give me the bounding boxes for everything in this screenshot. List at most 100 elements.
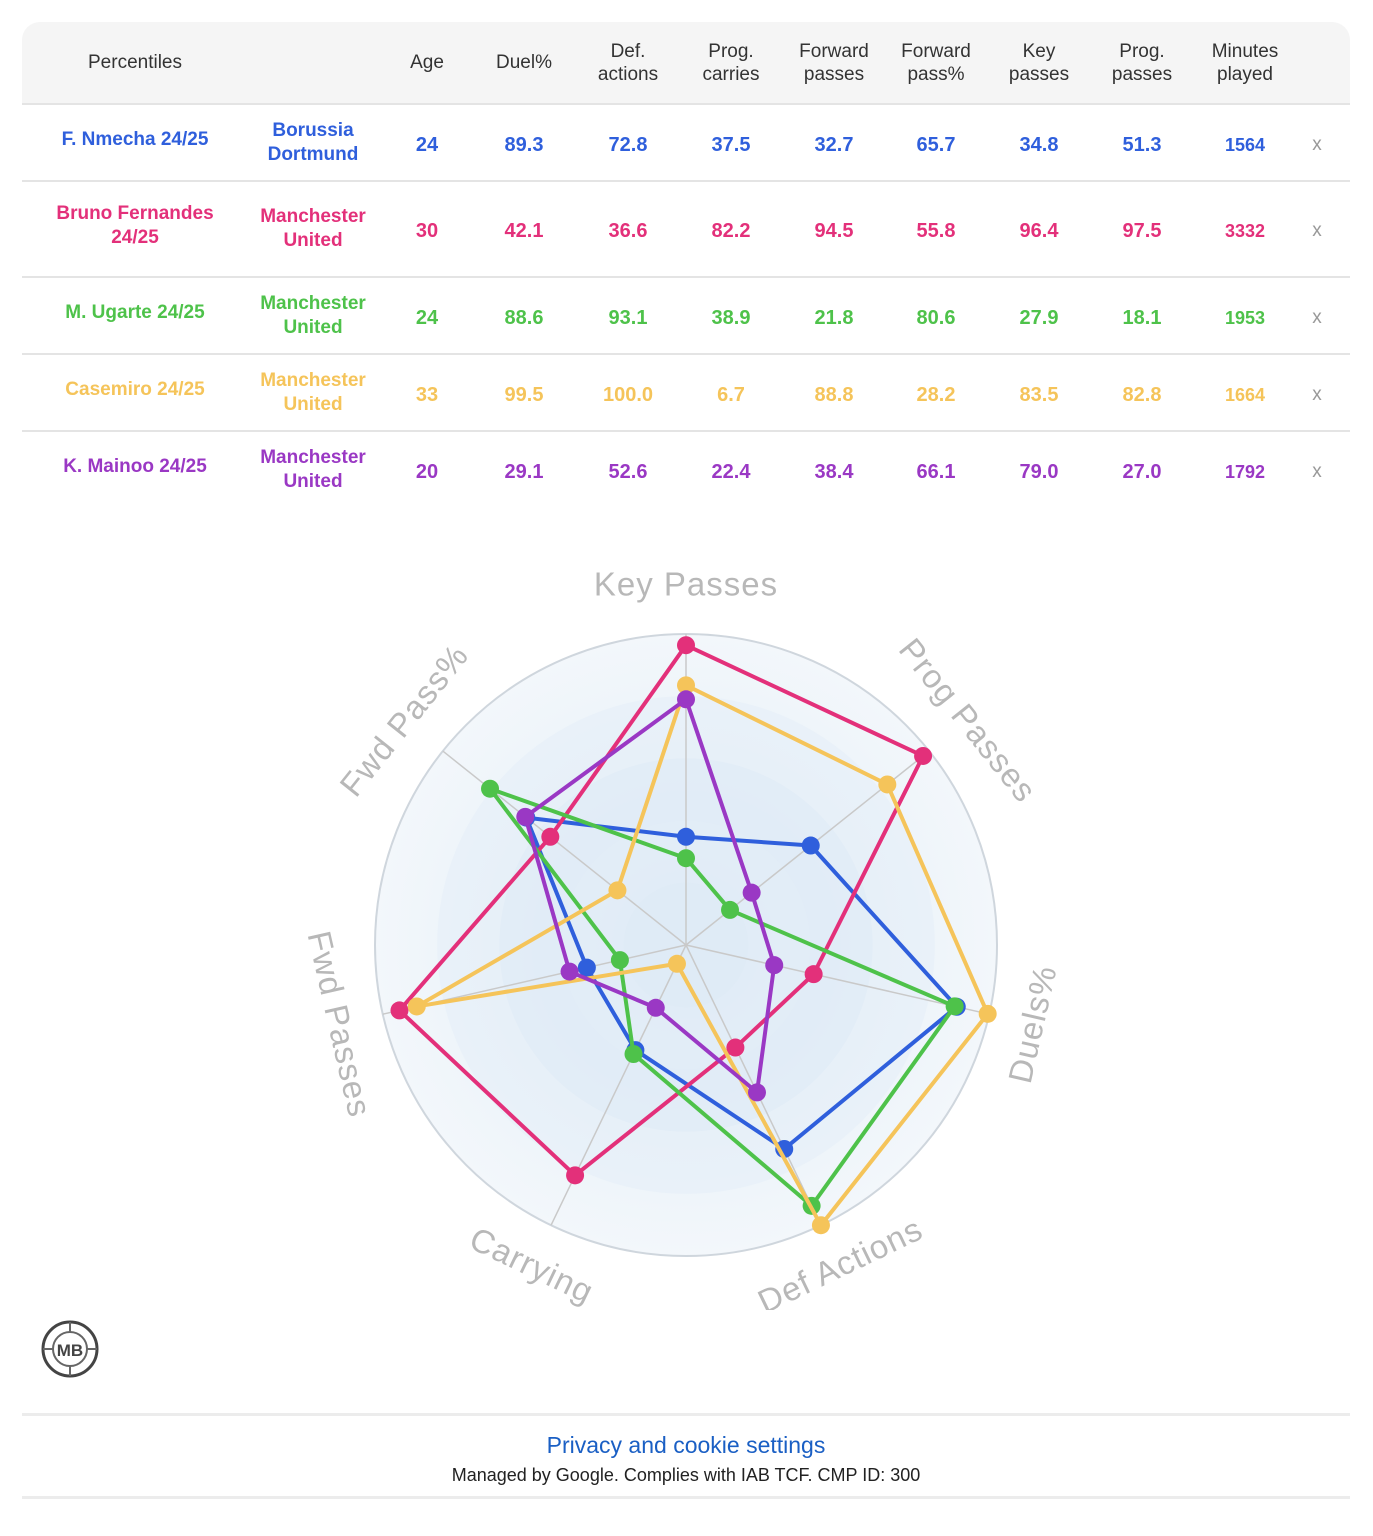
radar-point[interactable] xyxy=(726,1038,745,1057)
table-row: F. Nmecha 24/25 Borussia Dortmund 24 89.3 72… xyxy=(22,105,1350,182)
column-header-10[interactable]: Minutes played xyxy=(1211,40,1279,85)
column-header-7[interactable]: Forward pass% xyxy=(901,40,971,85)
radar-point[interactable] xyxy=(677,636,695,655)
column-header-6[interactable]: Forward passes xyxy=(799,40,869,85)
radar-axis-label: Duels% xyxy=(1001,962,1064,1087)
team-name: Manchester United xyxy=(260,369,366,415)
player-name[interactable]: F. Nmecha 24/25 xyxy=(61,128,209,150)
radar-point[interactable] xyxy=(481,779,500,798)
stat-value: 66.1 xyxy=(916,460,956,483)
brand-logo: MB xyxy=(41,1320,99,1378)
radar-point[interactable] xyxy=(610,951,629,970)
column-header-5[interactable]: Prog. carries xyxy=(702,40,760,85)
radar-point[interactable] xyxy=(677,849,695,868)
radar-point[interactable] xyxy=(765,956,784,975)
table-header: Percentiles Age Duel% Def. actions Prog. car… xyxy=(22,22,1350,105)
radar-point[interactable] xyxy=(801,836,820,855)
radar-point[interactable] xyxy=(677,690,695,709)
stat-value: 83.5 xyxy=(1019,383,1059,406)
column-header-9[interactable]: Prog. passes xyxy=(1111,40,1173,85)
column-header-3[interactable]: Duel% xyxy=(496,52,552,73)
radar-point[interactable] xyxy=(742,883,761,902)
stat-value: 6.7 xyxy=(717,383,745,406)
stat-value: 24 xyxy=(415,133,439,156)
remove-player-button[interactable]: x xyxy=(1312,460,1322,482)
player-name[interactable]: Casemiro 24/25 xyxy=(65,378,205,400)
radar-point[interactable] xyxy=(677,827,695,846)
radar-point[interactable] xyxy=(646,998,665,1017)
column-header-2[interactable]: Age xyxy=(410,52,444,73)
radar-point[interactable] xyxy=(747,1083,766,1102)
radar-point[interactable] xyxy=(945,997,964,1016)
stat-value: 42.1 xyxy=(504,220,544,242)
radar-point[interactable] xyxy=(608,881,627,900)
stat-value: 34.8 xyxy=(1019,133,1059,156)
team-name: Manchester United xyxy=(260,446,366,492)
stat-value: 24 xyxy=(415,306,439,329)
radar-point[interactable] xyxy=(878,775,897,794)
stat-value: 21.8 xyxy=(814,306,854,329)
team-name: Borussia Dortmund xyxy=(267,119,359,165)
column-header-4[interactable]: Def. actions xyxy=(597,40,659,85)
radar-point[interactable] xyxy=(667,954,686,973)
stat-value: 38.4 xyxy=(814,460,854,483)
team-name: Manchester United xyxy=(260,292,366,338)
logo-text: MB xyxy=(57,1341,83,1360)
stat-value: 1953 xyxy=(1224,307,1266,328)
cookie-footer: Privacy and cookie settings Managed by G… xyxy=(22,1413,1350,1499)
radar-point[interactable] xyxy=(577,958,596,977)
stat-value: 37.5 xyxy=(711,133,751,156)
player-name[interactable]: Bruno Fernandes 24/25 xyxy=(56,203,214,248)
radar-point[interactable] xyxy=(811,1216,830,1235)
stat-value: 96.4 xyxy=(1019,220,1059,242)
stat-value: 27.0 xyxy=(1122,460,1162,483)
stat-value: 32.7 xyxy=(814,133,854,156)
stat-value: 82.8 xyxy=(1122,383,1162,406)
remove-player-button[interactable]: x xyxy=(1312,306,1322,328)
stat-value: 80.6 xyxy=(916,306,956,329)
team-name: Manchester United xyxy=(260,206,366,251)
radar-point[interactable] xyxy=(624,1044,643,1063)
stat-value: 20 xyxy=(415,460,439,483)
table-row: M. Ugarte 24/25 Manchester United 24 88.6 93… xyxy=(22,278,1350,355)
radar-point[interactable] xyxy=(516,807,535,826)
stat-value: 94.5 xyxy=(814,220,854,242)
stat-value: 51.3 xyxy=(1122,133,1162,156)
stat-value: 28.2 xyxy=(916,383,956,406)
remove-player-button[interactable]: x xyxy=(1312,220,1322,241)
stat-value: 18.1 xyxy=(1122,306,1162,329)
stat-value: 52.6 xyxy=(608,460,648,483)
stat-value: 100.0 xyxy=(602,383,654,406)
remove-player-button[interactable]: x xyxy=(1312,383,1322,405)
privacy-settings-link[interactable]: Privacy and cookie settings xyxy=(546,1432,826,1458)
comparison-table: Percentiles Age Duel% Def. actions Prog. car… xyxy=(22,22,1350,507)
stat-value: 97.5 xyxy=(1122,220,1162,242)
radar-point[interactable] xyxy=(804,965,823,984)
radar-point[interactable] xyxy=(978,1004,997,1023)
column-header-0: Percentiles xyxy=(88,52,182,73)
table-row: Casemiro 24/25 Manchester United 33 99.5 100… xyxy=(22,355,1350,432)
radar-series-line xyxy=(397,643,926,1178)
radar-point[interactable] xyxy=(721,900,740,919)
radar-point[interactable] xyxy=(390,1001,409,1020)
player-name[interactable]: M. Ugarte 24/25 xyxy=(65,301,205,323)
stat-value: 88.6 xyxy=(504,306,544,329)
table-row: Bruno Fernandes 24/25 Manchester United 30… xyxy=(22,182,1350,278)
radar-point[interactable] xyxy=(407,997,426,1016)
player-name[interactable]: K. Mainoo 24/25 xyxy=(63,455,207,477)
stat-value: 55.8 xyxy=(916,220,956,242)
stat-value: 30 xyxy=(415,220,439,242)
radar-point[interactable] xyxy=(541,827,560,846)
radar-series-line xyxy=(524,815,959,1151)
radar-point[interactable] xyxy=(914,746,933,765)
stat-value: 93.1 xyxy=(608,306,648,329)
stat-value: 36.6 xyxy=(608,220,648,242)
radar-series-line xyxy=(488,786,957,1208)
radar-point[interactable] xyxy=(566,1166,585,1185)
radar-point[interactable] xyxy=(560,962,579,981)
remove-player-button[interactable]: x xyxy=(1312,133,1322,155)
radar-point[interactable] xyxy=(677,676,695,695)
column-header-8[interactable]: Key passes xyxy=(1008,40,1070,85)
stat-value: 72.8 xyxy=(608,133,648,156)
